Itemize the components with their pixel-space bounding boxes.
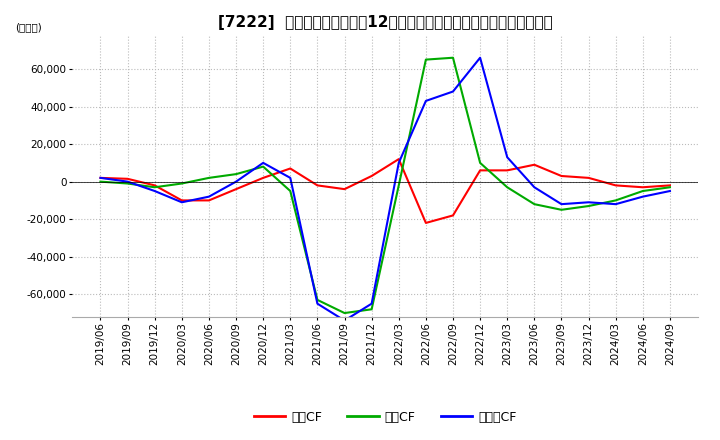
営業CF	[584, 175, 593, 180]
Y-axis label: (百万円): (百万円)	[15, 22, 42, 33]
フリーCF	[178, 200, 186, 205]
投資CF	[476, 160, 485, 165]
営業CF	[367, 173, 376, 179]
フリーCF	[476, 55, 485, 60]
営業CF	[611, 183, 620, 188]
投資CF	[286, 188, 294, 194]
フリーCF	[341, 318, 349, 323]
フリーCF	[259, 160, 268, 165]
営業CF	[150, 183, 159, 188]
フリーCF	[204, 194, 213, 199]
投資CF	[557, 207, 566, 213]
フリーCF	[96, 175, 105, 180]
Line: フリーCF: フリーCF	[101, 58, 670, 321]
営業CF	[96, 175, 105, 180]
フリーCF	[232, 179, 240, 184]
営業CF	[178, 198, 186, 203]
投資CF	[611, 198, 620, 203]
投資CF	[232, 172, 240, 177]
営業CF	[449, 213, 457, 218]
Legend: 営業CF, 投資CF, フリーCF: 営業CF, 投資CF, フリーCF	[249, 406, 521, 429]
営業CF	[395, 157, 403, 162]
投資CF	[123, 181, 132, 186]
フリーCF	[123, 179, 132, 184]
フリーCF	[313, 301, 322, 306]
営業CF	[204, 198, 213, 203]
フリーCF	[665, 188, 674, 194]
フリーCF	[367, 301, 376, 306]
営業CF	[123, 176, 132, 181]
投資CF	[449, 55, 457, 60]
フリーCF	[584, 200, 593, 205]
投資CF	[421, 57, 430, 62]
営業CF	[503, 168, 511, 173]
営業CF	[341, 187, 349, 192]
投資CF	[530, 202, 539, 207]
投資CF	[259, 164, 268, 169]
投資CF	[96, 179, 105, 184]
フリーCF	[611, 202, 620, 207]
営業CF	[530, 162, 539, 167]
フリーCF	[557, 202, 566, 207]
投資CF	[341, 310, 349, 315]
フリーCF	[530, 185, 539, 190]
営業CF	[557, 173, 566, 179]
投資CF	[313, 297, 322, 303]
営業CF	[232, 187, 240, 192]
投資CF	[150, 185, 159, 190]
投資CF	[204, 175, 213, 180]
投資CF	[584, 203, 593, 209]
Line: 営業CF: 営業CF	[101, 159, 670, 223]
営業CF	[421, 220, 430, 226]
投資CF	[395, 183, 403, 188]
投資CF	[503, 185, 511, 190]
投資CF	[178, 181, 186, 186]
Line: 投資CF: 投資CF	[101, 58, 670, 313]
営業CF	[313, 183, 322, 188]
フリーCF	[503, 154, 511, 160]
投資CF	[367, 307, 376, 312]
フリーCF	[395, 160, 403, 165]
フリーCF	[286, 175, 294, 180]
フリーCF	[421, 98, 430, 103]
フリーCF	[449, 89, 457, 94]
営業CF	[665, 183, 674, 188]
投資CF	[639, 188, 647, 194]
営業CF	[476, 168, 485, 173]
営業CF	[639, 185, 647, 190]
フリーCF	[150, 188, 159, 194]
Title: [7222]  キャッシュフローの12か月移動合計の対前年同期増減額の推移: [7222] キャッシュフローの12か月移動合計の対前年同期増減額の推移	[218, 15, 552, 30]
投資CF	[665, 185, 674, 190]
フリーCF	[639, 194, 647, 199]
営業CF	[286, 166, 294, 171]
営業CF	[259, 175, 268, 180]
